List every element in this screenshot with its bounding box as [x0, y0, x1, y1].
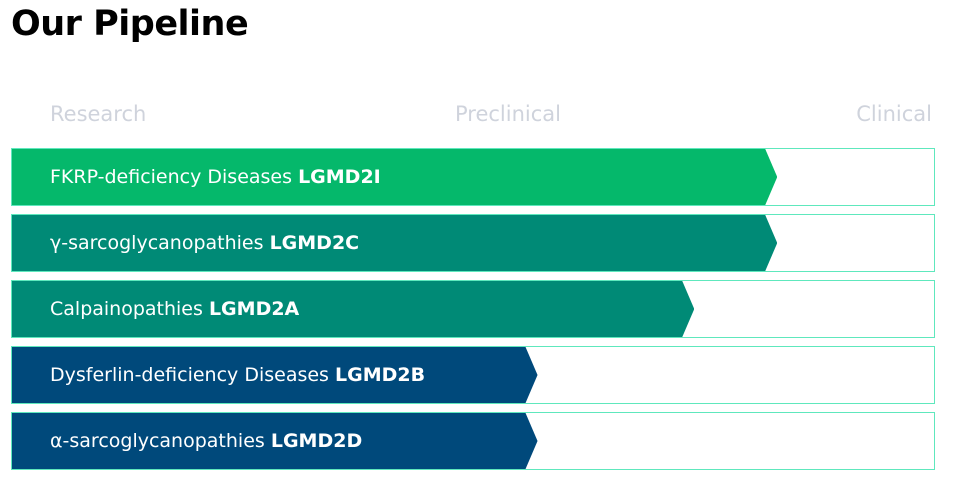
disease-code: LGMD2C: [269, 232, 360, 254]
disease-code: LGMD2A: [208, 298, 300, 320]
row-label: γ-sarcoglycanopathies LGMD2C: [50, 232, 359, 254]
row-label: Dysferlin-deficiency Diseases LGMD2B: [50, 364, 425, 386]
stage-header-preclinical: Preclinical: [455, 102, 561, 126]
page-title: Our Pipeline: [11, 4, 249, 44]
disease-code: LGMD2I: [298, 166, 381, 188]
pipeline-list: FKRP-deficiency Diseases LGMD2I γ-sarcog…: [11, 148, 935, 478]
progress-bar: Calpainopathies LGMD2A: [12, 281, 694, 337]
progress-bar: Dysferlin-deficiency Diseases LGMD2B: [12, 347, 538, 403]
pipeline-row-lgmd2b[interactable]: Dysferlin-deficiency Diseases LGMD2B: [11, 346, 935, 404]
progress-bar: α-sarcoglycanopathies LGMD2D: [12, 413, 538, 469]
disease-name: FKRP-deficiency Diseases: [50, 166, 299, 188]
disease-name: γ-sarcoglycanopathies: [50, 232, 264, 254]
pipeline-row-lgmd2c[interactable]: γ-sarcoglycanopathies LGMD2C: [11, 214, 935, 272]
disease-name: Calpainopathies: [50, 298, 203, 320]
disease-code: LGMD2D: [270, 430, 363, 452]
row-label: Calpainopathies LGMD2A: [50, 298, 299, 320]
stage-header-clinical: Clinical: [856, 102, 932, 126]
disease-name: Dysferlin-deficiency Diseases: [50, 364, 329, 386]
row-label: FKRP-deficiency Diseases LGMD2I: [50, 166, 381, 188]
stage-header-research: Research: [50, 102, 147, 126]
disease-code: LGMD2B: [335, 364, 426, 386]
row-label: α-sarcoglycanopathies LGMD2D: [50, 430, 362, 452]
disease-name: α-sarcoglycanopathies: [50, 430, 265, 452]
pipeline-row-lgmd2i[interactable]: FKRP-deficiency Diseases LGMD2I: [11, 148, 935, 206]
progress-bar: FKRP-deficiency Diseases LGMD2I: [12, 149, 777, 205]
pipeline-row-lgmd2d[interactable]: α-sarcoglycanopathies LGMD2D: [11, 412, 935, 470]
pipeline-row-lgmd2a[interactable]: Calpainopathies LGMD2A: [11, 280, 935, 338]
progress-bar: γ-sarcoglycanopathies LGMD2C: [12, 215, 777, 271]
